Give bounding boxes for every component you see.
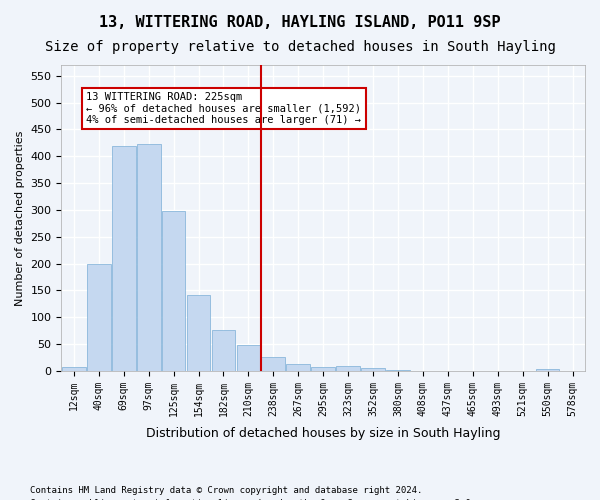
Bar [536, 370, 559, 371]
Text: 13 WITTERING ROAD: 225sqm
← 96% of detached houses are smaller (1,592)
4% of sem: 13 WITTERING ROAD: 225sqm ← 96% of detac… [86, 92, 361, 125]
Bar [311, 366, 335, 371]
Bar [361, 368, 385, 371]
Text: 13, WITTERING ROAD, HAYLING ISLAND, PO11 9SP: 13, WITTERING ROAD, HAYLING ISLAND, PO11… [99, 15, 501, 30]
Text: Contains HM Land Registry data © Crown copyright and database right 2024.: Contains HM Land Registry data © Crown c… [30, 486, 422, 495]
Bar [286, 364, 310, 371]
Bar [212, 330, 235, 371]
Bar [137, 144, 161, 371]
Y-axis label: Number of detached properties: Number of detached properties [15, 130, 25, 306]
Bar [162, 211, 185, 371]
Bar [262, 358, 285, 371]
Bar [62, 366, 86, 371]
Bar [386, 370, 410, 371]
Bar [87, 264, 110, 371]
Bar [236, 345, 260, 371]
Bar [187, 294, 211, 371]
Text: Size of property relative to detached houses in South Hayling: Size of property relative to detached ho… [44, 40, 556, 54]
Bar [112, 146, 136, 371]
X-axis label: Distribution of detached houses by size in South Hayling: Distribution of detached houses by size … [146, 427, 500, 440]
Bar [336, 366, 360, 371]
Text: Contains public sector information licensed under the Open Government Licence v3: Contains public sector information licen… [30, 498, 476, 500]
